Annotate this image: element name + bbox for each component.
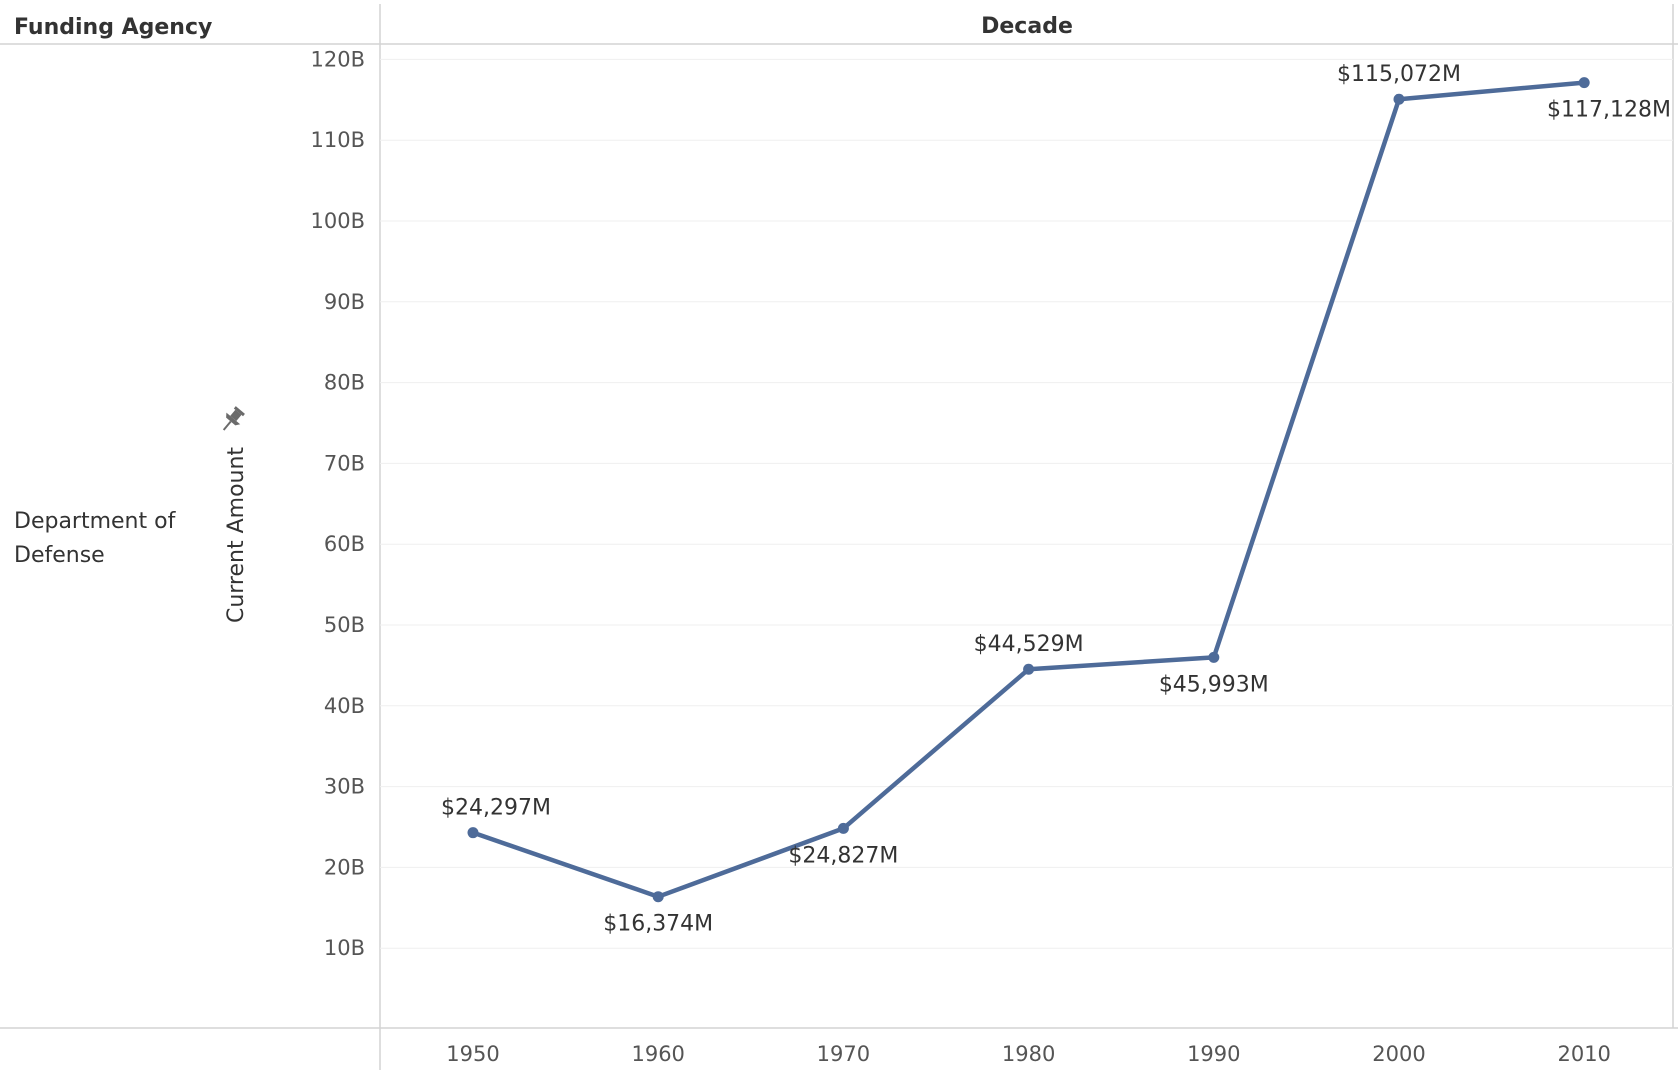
data-point[interactable]	[1578, 77, 1590, 89]
x-tick-label: 1980	[1002, 1042, 1055, 1066]
y-tick-label: 90B	[324, 290, 365, 314]
y-tick-label: 60B	[324, 532, 365, 556]
data-label: $16,374M	[603, 912, 713, 937]
y-tick-label: 100B	[311, 209, 366, 233]
column-dimension-header[interactable]: Decade	[981, 14, 1073, 39]
y-axis-ticks: 10B 20B 30B 40B 50B 60B 70B 80B 90B 100B 110B 120B	[311, 47, 366, 960]
y-tick-label: 120B	[311, 47, 366, 71]
x-tick-label: 1960	[631, 1042, 684, 1066]
row-dimension-header[interactable]: Funding Agency	[14, 15, 212, 40]
y-tick-label: 30B	[324, 775, 365, 799]
data-labels: $24,297M $16,374M $24,827M $44,529M $45,993M…	[441, 62, 1671, 936]
x-tick-label: 1950	[446, 1042, 499, 1066]
data-point[interactable]	[837, 822, 849, 834]
data-label: $44,529M	[974, 632, 1084, 657]
data-label: $117,128M	[1547, 98, 1671, 123]
y-tick-label: 70B	[324, 451, 365, 475]
x-tick-label: 1990	[1187, 1042, 1240, 1066]
y-tick-label: 110B	[311, 128, 366, 152]
data-label: $24,827M	[788, 843, 898, 868]
x-tick-label: 1970	[817, 1042, 870, 1066]
y-tick-label: 50B	[324, 613, 365, 637]
row-label-line-2: Defense	[14, 543, 105, 568]
x-axis-ticks: 1950 1960 1970 1980 1990 2000 2010	[446, 1042, 1611, 1066]
data-point[interactable]	[1208, 651, 1220, 663]
row-label-line-1: Department of	[14, 509, 177, 534]
y-tick-label: 10B	[324, 936, 365, 960]
x-tick-label: 2000	[1372, 1042, 1425, 1066]
data-label: $115,072M	[1337, 62, 1461, 87]
series	[467, 77, 1590, 903]
y-tick-label: 40B	[324, 694, 365, 718]
y-axis-label[interactable]: Current Amount	[224, 447, 249, 623]
data-point[interactable]	[652, 891, 664, 903]
data-label: $24,297M	[441, 796, 551, 821]
x-tick-label: 2010	[1557, 1042, 1610, 1066]
data-point[interactable]	[467, 827, 479, 839]
gridlines	[380, 58, 1673, 949]
data-point[interactable]	[1023, 663, 1035, 675]
series-line[interactable]	[470, 80, 1587, 899]
y-tick-label: 20B	[324, 855, 365, 879]
data-label: $45,993M	[1159, 672, 1269, 697]
pin-icon[interactable]	[217, 404, 248, 435]
data-point[interactable]	[1393, 93, 1405, 105]
y-tick-label: 80B	[324, 371, 365, 395]
